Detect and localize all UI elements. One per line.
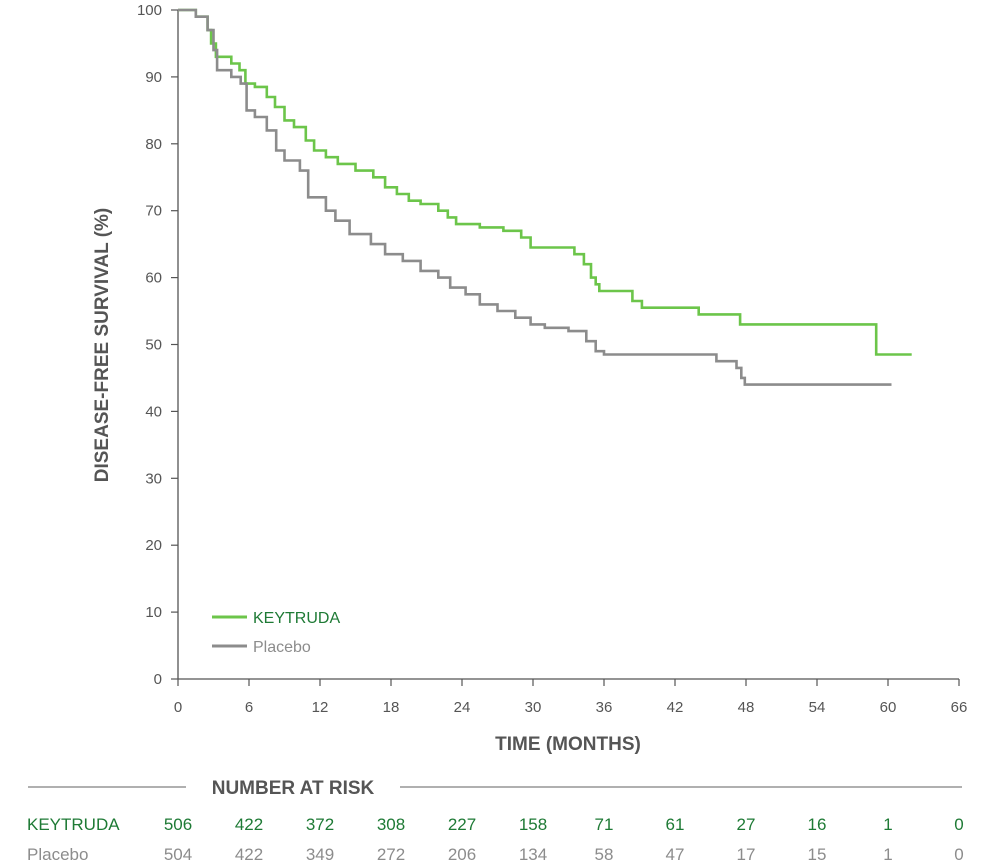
risk-value-keytruda: 308	[377, 815, 405, 834]
risk-value-keytruda: 158	[519, 815, 547, 834]
risk-value-keytruda: 61	[666, 815, 685, 834]
risk-value-keytruda: 0	[954, 815, 963, 834]
x-tick-label: 6	[245, 699, 253, 716]
x-tick-label: 30	[525, 699, 542, 716]
risk-value-placebo: 272	[377, 845, 405, 864]
x-tick-label: 42	[667, 699, 684, 716]
risk-value-placebo: 206	[448, 845, 476, 864]
risk-value-placebo: 58	[595, 845, 614, 864]
y-tick-label: 80	[145, 136, 162, 153]
x-tick-label: 36	[596, 699, 613, 716]
series-line-keytruda	[178, 8, 912, 356]
risk-value-keytruda: 422	[235, 815, 263, 834]
x-tick-label: 48	[738, 699, 755, 716]
risk-row-label-keytruda: KEYTRUDA	[27, 815, 120, 834]
risk-value-keytruda: 372	[306, 815, 334, 834]
x-axis-label: TIME (MONTHS)	[495, 734, 641, 755]
axes-layer: 0 10 20 30 40 50 60 70 80 90 100 0 6 12 18 24 30 36 42 48 54…	[137, 2, 967, 716]
risk-value-placebo: 47	[666, 845, 685, 864]
risk-value-keytruda: 71	[595, 815, 614, 834]
series-line-placebo	[178, 8, 892, 386]
risk-row-label-placebo: Placebo	[27, 845, 88, 864]
legend: KEYTRUDA Placebo	[212, 610, 340, 656]
y-tick-label: 10	[145, 604, 162, 621]
x-tick-label: 54	[809, 699, 826, 716]
y-tick-label: 20	[145, 537, 162, 554]
risk-table-title: NUMBER AT RISK	[212, 778, 375, 799]
y-tick-label: 70	[145, 203, 162, 220]
y-tick-label: 40	[145, 403, 162, 420]
risk-value-placebo: 1	[883, 845, 892, 864]
risk-value-placebo: 0	[954, 845, 963, 864]
x-tick-label: 12	[312, 699, 329, 716]
y-tick-label: 100	[137, 2, 162, 19]
x-tick-label: 60	[880, 699, 897, 716]
series-layer	[178, 8, 912, 386]
risk-value-keytruda: 16	[808, 815, 827, 834]
x-tick-label: 18	[383, 699, 400, 716]
risk-value-keytruda: 227	[448, 815, 476, 834]
y-tick-label: 0	[154, 671, 162, 688]
y-tick-label: 90	[145, 69, 162, 86]
y-axis-label: DISEASE-FREE SURVIVAL (%)	[92, 208, 113, 483]
risk-value-placebo: 134	[519, 845, 547, 864]
risk-value-placebo: 422	[235, 845, 263, 864]
x-tick-label: 24	[454, 699, 471, 716]
legend-placebo-label: Placebo	[253, 639, 311, 656]
risk-value-keytruda: 1	[883, 815, 892, 834]
risk-value-keytruda: 506	[164, 815, 192, 834]
risk-value-keytruda: 27	[737, 815, 756, 834]
y-tick-label: 60	[145, 270, 162, 287]
legend-keytruda-label: KEYTRUDA	[253, 610, 340, 627]
y-tick-label: 50	[145, 337, 162, 354]
risk-value-placebo: 17	[737, 845, 756, 864]
number-at-risk-table: NUMBER AT RISK KEYTRUDA Placebo 506 422 37…	[27, 778, 964, 864]
risk-value-placebo: 349	[306, 845, 334, 864]
risk-value-placebo: 15	[808, 845, 827, 864]
risk-value-placebo: 504	[164, 845, 192, 864]
x-tick-label: 0	[174, 699, 182, 716]
x-tick-label: 66	[951, 699, 968, 716]
y-tick-label: 30	[145, 470, 162, 487]
